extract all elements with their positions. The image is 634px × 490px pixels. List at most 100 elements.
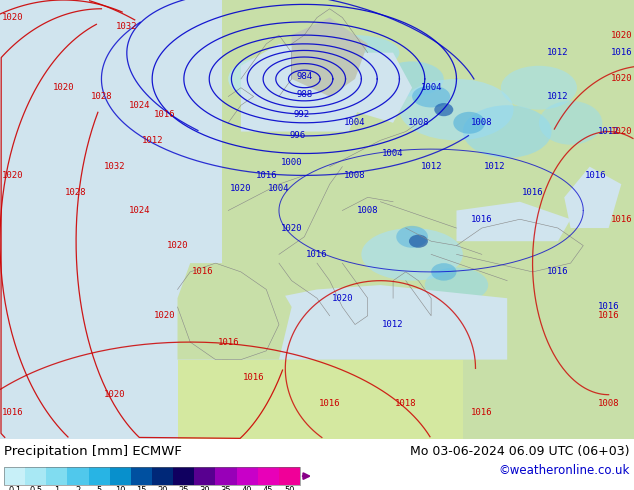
Text: 992: 992 bbox=[293, 110, 309, 119]
Polygon shape bbox=[292, 18, 368, 97]
Text: 1008: 1008 bbox=[408, 118, 429, 127]
Text: 10: 10 bbox=[115, 487, 126, 490]
Text: 1024: 1024 bbox=[129, 206, 150, 215]
Bar bbox=[67, 467, 89, 485]
Ellipse shape bbox=[228, 57, 304, 101]
Ellipse shape bbox=[44, 211, 82, 245]
Text: 1000: 1000 bbox=[281, 158, 302, 167]
Text: 0.5: 0.5 bbox=[29, 487, 42, 490]
Text: 996: 996 bbox=[290, 131, 306, 141]
Text: 5: 5 bbox=[96, 487, 102, 490]
Ellipse shape bbox=[409, 235, 428, 248]
Text: 1012: 1012 bbox=[598, 127, 619, 136]
Text: 20: 20 bbox=[157, 487, 168, 490]
Text: 1016: 1016 bbox=[154, 110, 176, 119]
Text: 1008: 1008 bbox=[357, 206, 378, 215]
Bar bbox=[216, 467, 236, 485]
Polygon shape bbox=[564, 167, 621, 228]
Text: 1020: 1020 bbox=[611, 127, 632, 136]
Bar bbox=[173, 467, 194, 485]
Polygon shape bbox=[456, 202, 571, 241]
Bar bbox=[25, 467, 46, 485]
Text: 1016: 1016 bbox=[471, 408, 493, 416]
Bar bbox=[46, 467, 67, 485]
Ellipse shape bbox=[501, 66, 577, 110]
Ellipse shape bbox=[361, 401, 399, 423]
Text: 25: 25 bbox=[178, 487, 189, 490]
Text: 984: 984 bbox=[296, 72, 313, 81]
Bar bbox=[4, 467, 300, 485]
Ellipse shape bbox=[361, 228, 463, 281]
Text: 1028: 1028 bbox=[65, 189, 87, 197]
Polygon shape bbox=[241, 44, 368, 132]
Text: 1016: 1016 bbox=[243, 373, 264, 382]
Ellipse shape bbox=[453, 112, 485, 134]
Text: 0.1: 0.1 bbox=[8, 487, 21, 490]
Text: 40: 40 bbox=[242, 487, 252, 490]
Text: 1016: 1016 bbox=[522, 189, 543, 197]
Ellipse shape bbox=[412, 86, 450, 107]
Text: 1016: 1016 bbox=[319, 399, 340, 408]
Text: 1012: 1012 bbox=[547, 92, 569, 101]
Text: 1032: 1032 bbox=[116, 22, 138, 31]
Text: 1018: 1018 bbox=[395, 399, 417, 408]
Ellipse shape bbox=[380, 61, 444, 97]
Text: 1020: 1020 bbox=[611, 30, 632, 40]
Text: 1004: 1004 bbox=[420, 83, 442, 92]
Bar bbox=[131, 467, 152, 485]
Text: 1020: 1020 bbox=[167, 241, 188, 250]
Ellipse shape bbox=[431, 263, 456, 281]
Text: 1020: 1020 bbox=[611, 74, 632, 83]
Ellipse shape bbox=[63, 145, 114, 189]
Text: 1028: 1028 bbox=[91, 92, 112, 101]
Text: 15: 15 bbox=[136, 487, 146, 490]
Text: 1008: 1008 bbox=[598, 399, 619, 408]
Bar bbox=[257, 467, 279, 485]
Polygon shape bbox=[228, 285, 507, 360]
Text: 1020: 1020 bbox=[281, 223, 302, 233]
Text: 1: 1 bbox=[55, 487, 60, 490]
Text: 1016: 1016 bbox=[217, 338, 239, 346]
Ellipse shape bbox=[539, 101, 602, 145]
Text: 30: 30 bbox=[200, 487, 210, 490]
Bar bbox=[279, 467, 300, 485]
Text: 1020: 1020 bbox=[230, 184, 252, 193]
Text: 1016: 1016 bbox=[192, 268, 214, 276]
Ellipse shape bbox=[463, 105, 552, 158]
Text: 1016: 1016 bbox=[585, 171, 607, 180]
Text: 1016: 1016 bbox=[611, 215, 632, 224]
Text: 1004: 1004 bbox=[344, 118, 366, 127]
Text: 1032: 1032 bbox=[103, 162, 125, 171]
Text: 1004: 1004 bbox=[382, 149, 404, 158]
Bar bbox=[152, 467, 173, 485]
Text: 1020: 1020 bbox=[53, 83, 74, 92]
Text: 1012: 1012 bbox=[484, 162, 505, 171]
Text: 45: 45 bbox=[263, 487, 273, 490]
Text: 1024: 1024 bbox=[129, 101, 150, 110]
Text: 1020: 1020 bbox=[332, 294, 353, 303]
Text: 1012: 1012 bbox=[420, 162, 442, 171]
Text: 1008: 1008 bbox=[471, 118, 493, 127]
Text: Mo 03-06-2024 06.09 UTC (06+03): Mo 03-06-2024 06.09 UTC (06+03) bbox=[410, 445, 630, 458]
Bar bbox=[178, 360, 463, 439]
Text: 1012: 1012 bbox=[547, 48, 569, 57]
Ellipse shape bbox=[396, 226, 428, 248]
Ellipse shape bbox=[425, 268, 488, 303]
Text: 2: 2 bbox=[75, 487, 81, 490]
Ellipse shape bbox=[22, 285, 54, 311]
Text: 35: 35 bbox=[221, 487, 231, 490]
Text: 1020: 1020 bbox=[2, 171, 23, 180]
Text: 1016: 1016 bbox=[256, 171, 277, 180]
Text: 1012: 1012 bbox=[382, 320, 404, 329]
Text: 1016: 1016 bbox=[598, 302, 619, 312]
Polygon shape bbox=[178, 263, 292, 360]
Bar bbox=[110, 467, 131, 485]
Text: 1016: 1016 bbox=[598, 311, 619, 320]
Ellipse shape bbox=[311, 35, 399, 70]
Bar bbox=[178, 0, 634, 439]
Text: 1020: 1020 bbox=[103, 390, 125, 399]
Polygon shape bbox=[336, 52, 412, 123]
Bar bbox=[4, 467, 25, 485]
Text: 1016: 1016 bbox=[547, 268, 569, 276]
Text: 50: 50 bbox=[284, 487, 295, 490]
